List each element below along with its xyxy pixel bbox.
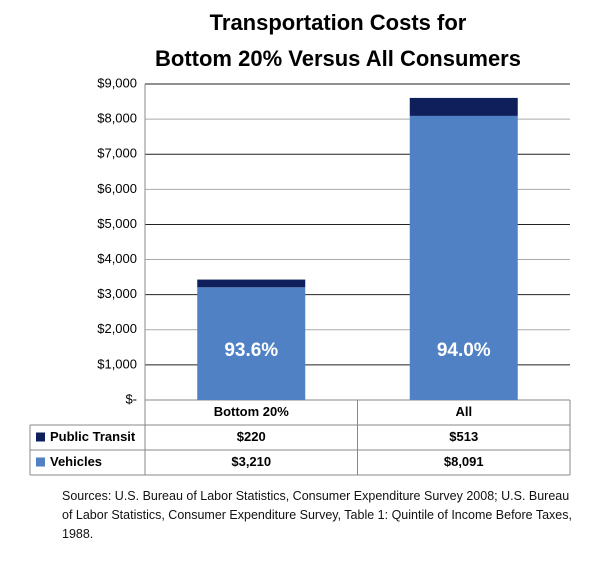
y-tick-label: $4,000 — [97, 251, 137, 266]
y-tick-label: $8,000 — [97, 111, 137, 126]
y-tick-label: $7,000 — [97, 146, 137, 161]
y-tick-label: $3,000 — [97, 286, 137, 301]
share-label: 94.0% — [437, 340, 491, 361]
bar-segment — [409, 115, 518, 400]
legend-swatch — [36, 432, 45, 442]
chart: Transportation Costs for Bottom 20% Vers… — [29, 10, 571, 476]
x-tick-label: All — [455, 404, 472, 419]
legend-label: Vehicles — [50, 454, 102, 469]
y-tick-label: $2,000 — [97, 321, 137, 336]
x-tick-label: Bottom 20% — [214, 404, 290, 419]
legend-swatch — [36, 457, 45, 467]
bar-segment — [197, 287, 306, 400]
chart-title: Transportation Costs for — [210, 10, 467, 35]
y-tick-label: $- — [125, 391, 137, 406]
table-value: $8,091 — [444, 454, 484, 469]
y-tick-label: $5,000 — [97, 216, 137, 231]
table-value: $220 — [237, 429, 266, 444]
y-tick-label: $1,000 — [97, 356, 137, 371]
bar-segment — [197, 279, 306, 288]
table-value: $3,210 — [231, 454, 271, 469]
y-tick-label: $6,000 — [97, 181, 137, 196]
share-label: 93.6% — [224, 340, 278, 361]
y-tick-label: $9,000 — [97, 75, 137, 90]
bar-segment — [409, 97, 518, 116]
chart-title: Bottom 20% Versus All Consumers — [155, 46, 521, 71]
source-note: Sources: U.S. Bureau of Labor Statistics… — [62, 489, 572, 541]
table-value: $513 — [449, 429, 478, 444]
legend-label: Public Transit — [50, 429, 136, 444]
